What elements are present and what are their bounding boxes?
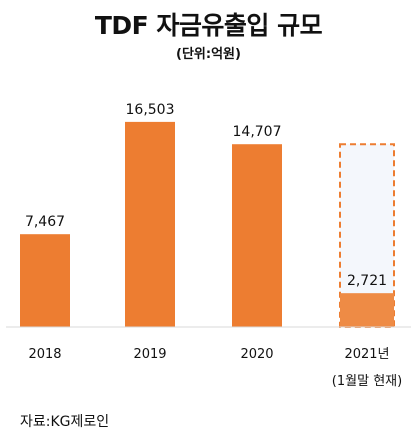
bar-2021년 [340,293,394,327]
category-label-2018: 2018 [28,347,61,362]
bar-2018 [20,234,70,327]
value-label-2021년: 2,721 [347,273,387,289]
category-note-2021년: (1월말 현재) [332,374,402,389]
value-label-2019: 16,503 [126,102,175,118]
value-labels: 7,467 16,503 14,707 2,721 [25,102,387,289]
value-label-2018: 7,467 [25,214,65,230]
unit-label: (단위:억원) [176,47,241,62]
chart-title: TDF 자금유출입 규모 [94,11,323,40]
category-labels: 2018 2019 2020 2021년 (1월말 현재) [28,347,402,389]
bar-2020 [232,144,282,327]
source-note: 자료:KG제로인 [20,414,110,430]
category-label-2020: 2020 [240,347,273,362]
category-label-2021년: 2021년 [344,347,389,362]
bar-2019 [125,121,175,327]
bars [20,121,394,327]
category-label-2019: 2019 [133,347,166,362]
value-label-2020: 14,707 [233,124,282,140]
